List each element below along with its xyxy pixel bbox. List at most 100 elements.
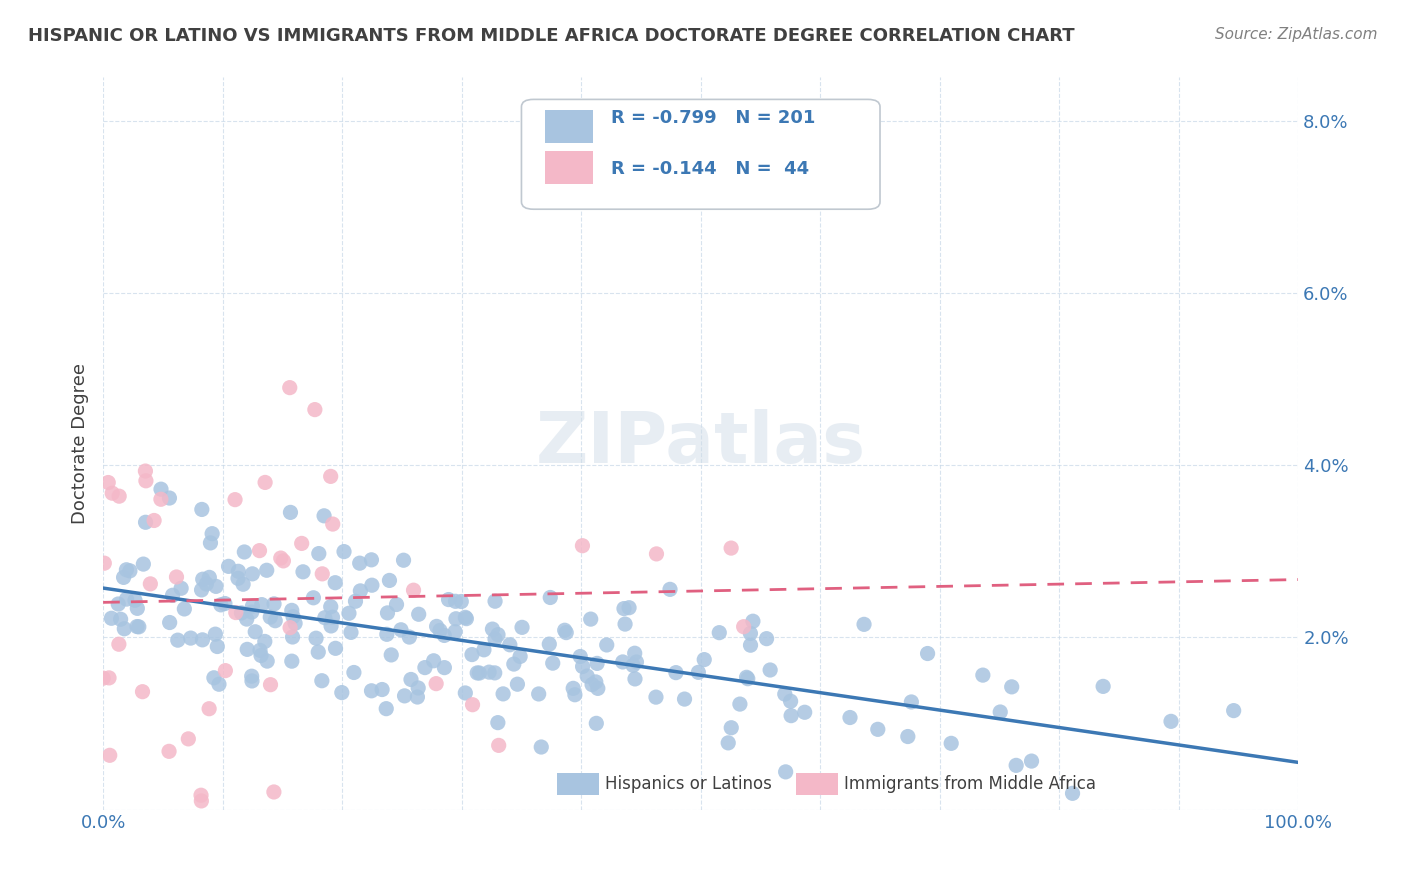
Point [759,663,782,677]
Point [349,556,371,570]
Text: R = -0.799   N = 201: R = -0.799 N = 201 [612,109,815,127]
Point [541,656,564,670]
Point [108,489,131,503]
Point [110,612,132,626]
Point [256,563,278,577]
Point [735,670,758,684]
Point [717,736,740,750]
Point [159,615,181,630]
Point [305,631,328,645]
Point [510,620,533,634]
Point [444,624,467,639]
Point [623,646,645,660]
Point [576,669,599,683]
Point [263,597,285,611]
Point [108,637,131,651]
Point [101,486,124,500]
Point [135,474,157,488]
Point [538,637,561,651]
Point [972,668,994,682]
Text: HISPANIC OR LATINO VS IMMIGRANTS FROM MIDDLE AFRICA DOCTORATE DEGREE CORRELATION: HISPANIC OR LATINO VS IMMIGRANTS FROM MI… [28,27,1074,45]
Point [585,716,607,731]
Point [488,739,510,753]
Point [281,609,304,624]
Point [530,739,553,754]
Point [284,616,307,631]
Point [93,556,115,570]
Point [538,591,561,605]
Point [740,626,762,640]
Point [492,687,515,701]
FancyBboxPatch shape [546,111,593,144]
Point [321,610,343,624]
Point [214,664,236,678]
Point [224,492,246,507]
Point [377,606,399,620]
Point [132,557,155,571]
Point [97,475,120,490]
Point [343,665,366,680]
Point [402,583,425,598]
Point [586,681,609,696]
Point [159,491,181,505]
Point [596,638,619,652]
Point [115,563,138,577]
Point [645,690,668,705]
Point [586,657,609,671]
Point [779,694,801,708]
Point [380,648,402,662]
Point [444,594,467,608]
Point [118,564,141,578]
Point [793,706,815,720]
Point [1160,714,1182,729]
Point [454,610,477,624]
Text: R = -0.144   N =  44: R = -0.144 N = 44 [612,160,810,178]
Point [281,603,304,617]
Point [839,710,862,724]
Point [1222,704,1244,718]
Point [166,570,188,584]
Point [853,617,876,632]
Point [406,690,429,704]
Point [225,606,247,620]
Point [240,605,263,619]
Point [408,607,430,622]
Point [413,660,436,674]
Point [741,614,763,628]
Point [709,625,731,640]
Point [569,649,592,664]
Point [190,789,212,803]
Point [426,619,449,633]
Point [897,730,920,744]
Point [195,577,218,591]
Point [307,645,329,659]
Point [232,577,254,591]
Point [198,702,221,716]
Point [135,516,157,530]
Point [311,673,333,688]
Point [733,620,755,634]
Point [245,624,267,639]
Point [429,624,451,638]
Point [201,526,224,541]
Point [917,647,939,661]
Point [673,692,696,706]
Point [226,564,249,578]
Point [226,571,249,585]
Point [349,583,371,598]
Point [162,588,184,602]
Point [191,632,214,647]
FancyBboxPatch shape [557,773,599,795]
Point [319,469,342,483]
Point [581,677,603,691]
Point [150,482,173,496]
Text: ZIPatlas: ZIPatlas [536,409,866,478]
Point [236,642,259,657]
Point [264,614,287,628]
Point [1005,758,1028,772]
Point [392,553,415,567]
Point [127,601,149,615]
FancyBboxPatch shape [522,99,880,210]
Point [205,579,228,593]
Point [231,606,253,620]
